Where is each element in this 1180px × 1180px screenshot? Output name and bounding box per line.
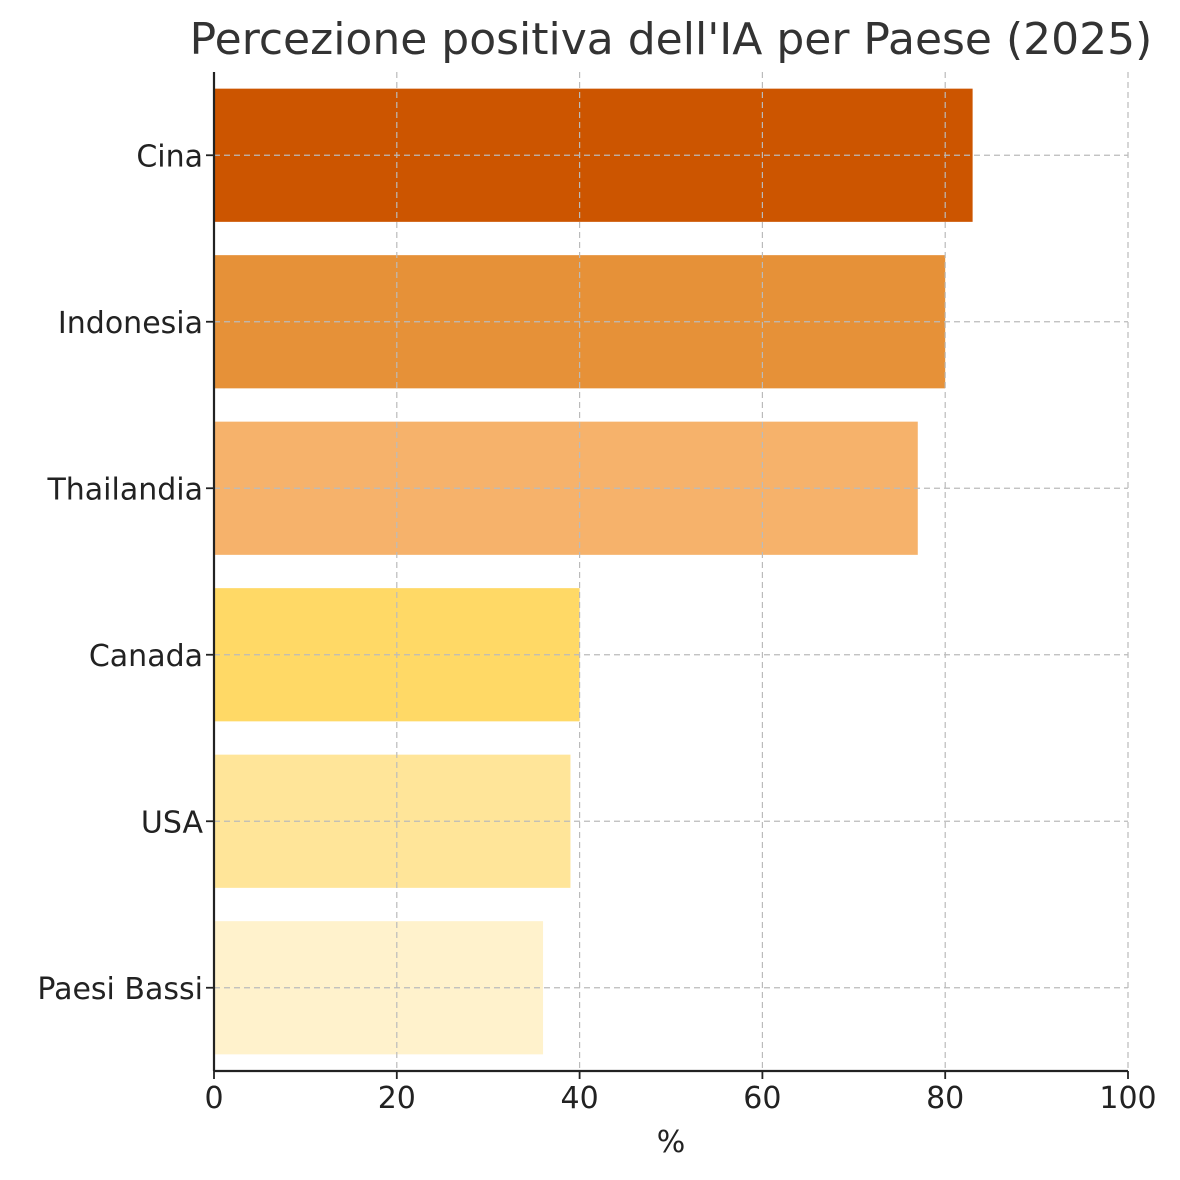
x-tick-label: 100 — [1099, 1081, 1156, 1116]
bar-usa — [214, 754, 571, 888]
y-tick-label: Paesi Bassi — [37, 972, 203, 1007]
grid-layer — [214, 72, 1129, 1071]
x-axis-label: % — [657, 1125, 686, 1160]
x-tick-label: 40 — [561, 1081, 599, 1116]
x-tick-label: 0 — [204, 1081, 223, 1116]
axis-layer — [212, 72, 1128, 1073]
y-tick-label: Thailandia — [46, 472, 203, 507]
x-tick-label: 20 — [378, 1081, 416, 1116]
x-tick-label: 60 — [743, 1081, 781, 1116]
y-tick-label: USA — [141, 805, 204, 840]
y-tick-label: Indonesia — [58, 306, 203, 341]
x-tick-label: 80 — [926, 1081, 964, 1116]
tick-layer: 0 20 40 60 80 100 Cina Indonesia Thailandia Canad… — [37, 139, 1156, 1116]
bar-layer — [214, 88, 973, 1055]
y-tick-label: Canada — [89, 639, 203, 674]
y-tick-label: Cina — [136, 139, 203, 174]
chart-title: Percezione positiva dell'IA per Paese (2… — [190, 14, 1153, 65]
